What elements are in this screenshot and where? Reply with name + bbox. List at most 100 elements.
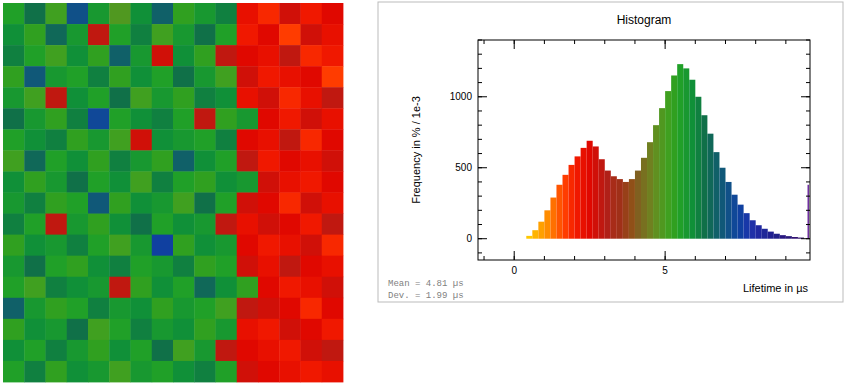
image-cell — [237, 45, 259, 66]
image-cell — [237, 129, 259, 150]
image-cell — [88, 298, 110, 319]
image-cell — [131, 24, 153, 45]
image-cell — [67, 361, 89, 382]
image-cell — [109, 150, 131, 171]
histogram-bar — [677, 64, 683, 239]
x-tick — [514, 251, 515, 260]
image-cell — [279, 319, 301, 340]
histogram-bar — [671, 75, 677, 238]
image-cell — [194, 24, 216, 45]
x-minor-tick — [604, 40, 605, 44]
x-tick — [665, 251, 666, 260]
image-cell — [258, 319, 280, 340]
x-tick-label: 0 — [511, 265, 517, 276]
y-minor-tick — [806, 181, 810, 182]
image-cell — [216, 235, 238, 256]
y-tick — [801, 167, 810, 168]
image-cell — [301, 24, 323, 45]
image-cell — [24, 256, 46, 277]
image-cell — [109, 319, 131, 340]
image-cell — [216, 24, 238, 45]
image-cell — [109, 214, 131, 235]
x-minor-tick — [755, 256, 756, 260]
image-cell — [3, 340, 25, 361]
image-cell — [24, 340, 46, 361]
image-cell — [194, 256, 216, 277]
image-cell — [67, 256, 89, 277]
x-minor-tick — [695, 40, 696, 44]
image-cell — [173, 214, 195, 235]
image-cell — [3, 66, 25, 87]
image-cell — [67, 129, 89, 150]
image-cell — [67, 340, 89, 361]
image-cell — [131, 193, 153, 214]
image-cell — [258, 235, 280, 256]
image-cell — [46, 361, 68, 382]
image-cell — [173, 129, 195, 150]
image-cell — [173, 319, 195, 340]
image-cell — [46, 235, 68, 256]
image-cell — [173, 340, 195, 361]
image-cell — [237, 87, 259, 108]
image-cell — [67, 193, 89, 214]
image-cell — [24, 87, 46, 108]
image-cell — [322, 256, 344, 277]
histogram-bar — [563, 175, 569, 239]
image-cell — [173, 150, 195, 171]
image-cell — [301, 361, 323, 382]
image-cell — [322, 319, 344, 340]
image-cell — [88, 340, 110, 361]
x-minor-tick — [695, 256, 696, 260]
histogram-bar — [683, 68, 689, 238]
histogram-bar — [695, 97, 701, 239]
image-cell — [194, 129, 216, 150]
y-tick — [478, 167, 487, 168]
image-cell — [131, 214, 153, 235]
lifetime-image — [3, 3, 343, 382]
x-tick-label: 5 — [662, 265, 668, 276]
image-cell — [216, 150, 238, 171]
image-cell — [194, 171, 216, 192]
histogram-bar — [713, 152, 719, 239]
image-cell — [216, 319, 238, 340]
histogram-bar — [792, 237, 798, 239]
x-minor-tick — [544, 40, 545, 44]
image-cell — [3, 256, 25, 277]
image-cell — [24, 214, 46, 235]
image-cell — [258, 66, 280, 87]
histogram-bar — [569, 165, 575, 239]
image-cell — [152, 3, 174, 24]
image-cell — [279, 171, 301, 192]
y-minor-tick — [478, 196, 482, 197]
histogram-bar — [744, 213, 750, 239]
image-cell — [322, 235, 344, 256]
image-cell — [88, 171, 110, 192]
image-cell — [173, 193, 195, 214]
image-cell — [279, 298, 301, 319]
histogram-bar — [581, 148, 587, 239]
image-cell — [24, 361, 46, 382]
image-cell — [88, 45, 110, 66]
y-minor-tick — [806, 153, 810, 154]
x-minor-tick — [574, 256, 575, 260]
image-cell — [216, 45, 238, 66]
histogram-bar — [629, 179, 635, 239]
y-minor-tick — [478, 110, 482, 111]
histogram-bar — [732, 195, 738, 239]
histogram-bar — [617, 179, 623, 239]
image-cell — [109, 235, 131, 256]
histogram-bar — [532, 230, 538, 239]
histogram-bar — [641, 158, 647, 239]
image-cell — [258, 340, 280, 361]
y-minor-tick — [478, 210, 482, 211]
image-cell — [301, 45, 323, 66]
image-cell — [194, 277, 216, 298]
image-cell — [88, 361, 110, 382]
image-cell — [46, 66, 68, 87]
image-cell — [258, 45, 280, 66]
image-cell — [322, 24, 344, 45]
image-cell — [3, 193, 25, 214]
histogram-bar — [762, 229, 768, 239]
image-cell — [131, 150, 153, 171]
image-cell — [322, 87, 344, 108]
